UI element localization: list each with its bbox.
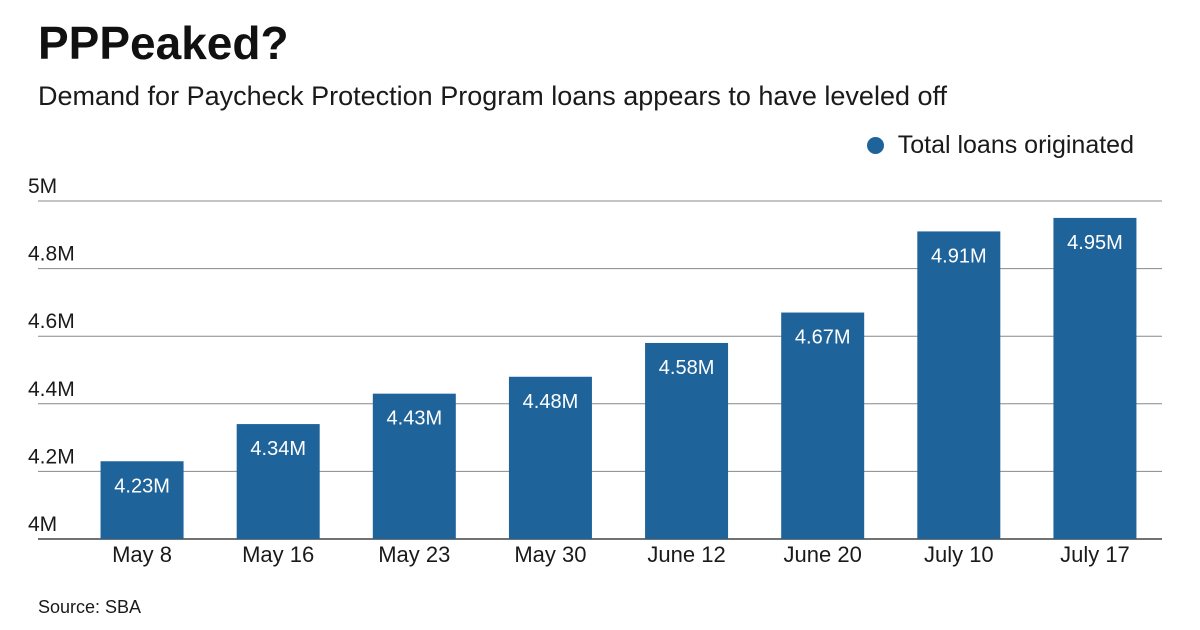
chart-title: PPPeaked?	[38, 17, 289, 69]
bar	[917, 231, 1001, 540]
x-category-label: June 12	[647, 542, 725, 567]
axis-labels: 4M 4.2M 4.4M 4.6M 4.8M 5M May 8 May 16 May 23 May…	[28, 175, 1130, 567]
bar	[781, 312, 865, 539]
bar-value-label: 4.91M	[931, 245, 987, 267]
bar-value-label: 4.95M	[1067, 232, 1123, 254]
bar	[372, 393, 456, 539]
bar-value-label: 4.23M	[114, 475, 170, 497]
bar-value-label: 4.34M	[250, 438, 306, 460]
chart-subtitle: Demand for Paycheck Protection Program l…	[38, 81, 948, 111]
bar-value-label: 4.67M	[795, 327, 851, 349]
bar-value-label: 4.48M	[523, 391, 579, 413]
bar	[236, 424, 320, 539]
y-tick-label: 4.2M	[28, 445, 75, 468]
bar	[508, 376, 592, 539]
bars: 4.23M 4.34M 4.43M 4.48M 4.58M 4.67M 4.91M 4.95M	[100, 217, 1137, 540]
x-category-label: June 20	[784, 542, 862, 567]
x-category-label: May 16	[242, 542, 314, 567]
y-tick-label: 4.6M	[28, 310, 75, 333]
bar	[645, 342, 729, 539]
y-tick-label: 4.4M	[28, 378, 75, 401]
x-category-label: May 30	[514, 542, 586, 567]
y-tick-label: 4M	[28, 513, 57, 536]
bar	[100, 461, 184, 539]
x-category-label: July 17	[1060, 542, 1130, 567]
bar-value-label: 4.43M	[387, 408, 443, 430]
legend-marker-icon	[866, 137, 884, 154]
legend: Total loans originated	[866, 131, 1134, 160]
source-note: Source: SBA	[38, 597, 142, 617]
legend-label: Total loans originated	[897, 131, 1134, 159]
bar-value-label: 4.58M	[659, 357, 715, 379]
x-category-label: May 23	[378, 542, 450, 567]
bar	[1053, 217, 1137, 539]
y-tick-label: 4.8M	[28, 243, 75, 266]
x-category-label: July 10	[924, 542, 994, 567]
y-tick-label: 5M	[28, 175, 57, 198]
x-category-label: May 8	[112, 542, 172, 567]
